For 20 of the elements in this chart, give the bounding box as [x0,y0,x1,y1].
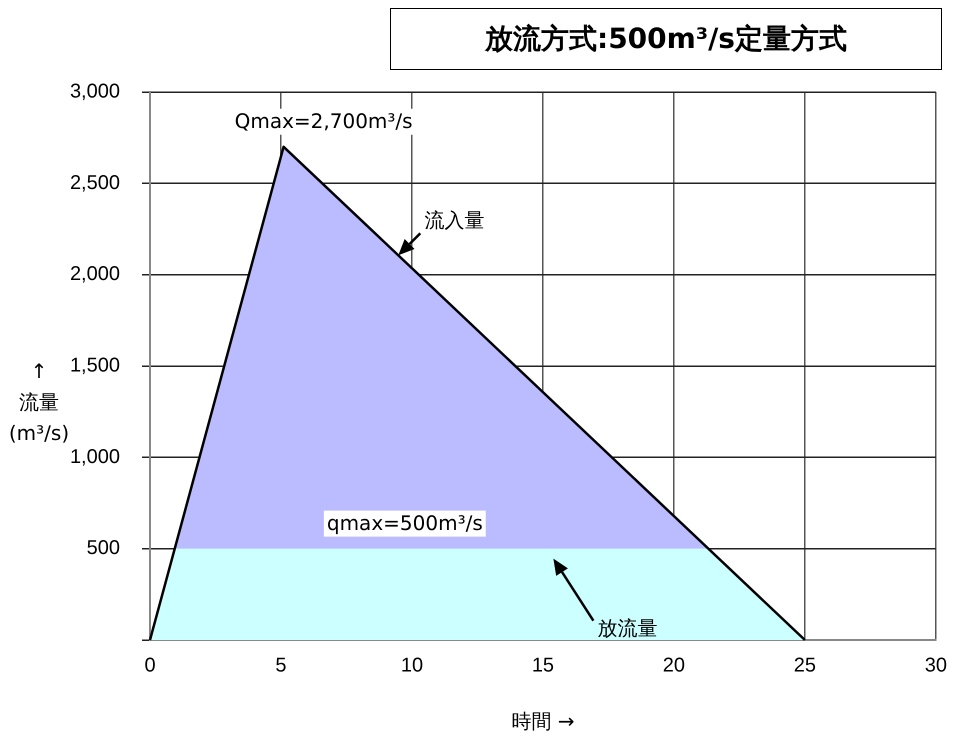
chart-title: 放流方式:500m³/s定量方式 [390,8,942,70]
y-axis-title: ↑ 流量 (m³/s) [8,359,70,445]
x-tick-label: 25 [794,654,816,677]
y-tick-label: 1,000 [70,446,120,468]
y-tick-label: 500 [86,537,120,560]
annotation: qmax=500m³/s [326,510,483,535]
y-tick-label: 2,500 [70,172,120,194]
y-tick-label: 2,000 [70,263,120,286]
x-tick-label: 20 [662,654,686,677]
x-tick-label: 30 [924,654,947,677]
x-tick-label: 15 [532,654,554,677]
x-tick-label: 10 [400,654,424,677]
series-label: 流入量 [424,207,484,234]
y-tick-label: 1,500 [70,354,120,377]
x-axis-title: 時間 → [511,708,574,735]
x-tick-label: 0 [144,654,156,677]
series-label: 放流量 [597,614,658,642]
y-tick-label: 3,000 [70,80,120,103]
annotation: Qmax=2,700m³/s [234,109,413,134]
x-tick-label: 5 [275,654,287,677]
